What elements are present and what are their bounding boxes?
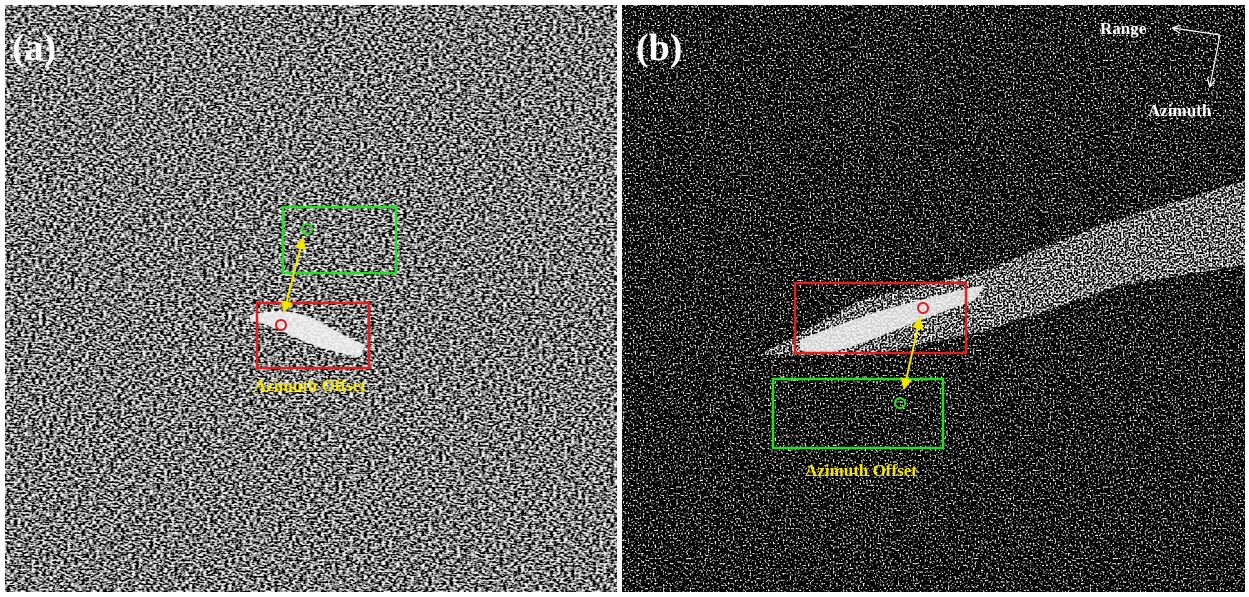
azimuth-label: Azimuth — [1148, 101, 1212, 120]
sar-image — [5, 5, 617, 592]
range-label: Range — [1100, 19, 1147, 38]
panel-label: (a) — [12, 27, 56, 69]
figure: (a) Azimuth Offset (b) Azimuth Offset Ra… — [0, 0, 1249, 597]
annotation: Azimuth Offset — [254, 376, 366, 395]
annotation: Azimuth Offset — [805, 461, 917, 480]
panel-b: (b) Azimuth Offset Range Azimuth — [622, 5, 1245, 592]
panel-label: (b) — [636, 27, 682, 69]
panel-a: (a) Azimuth Offset — [5, 5, 617, 592]
